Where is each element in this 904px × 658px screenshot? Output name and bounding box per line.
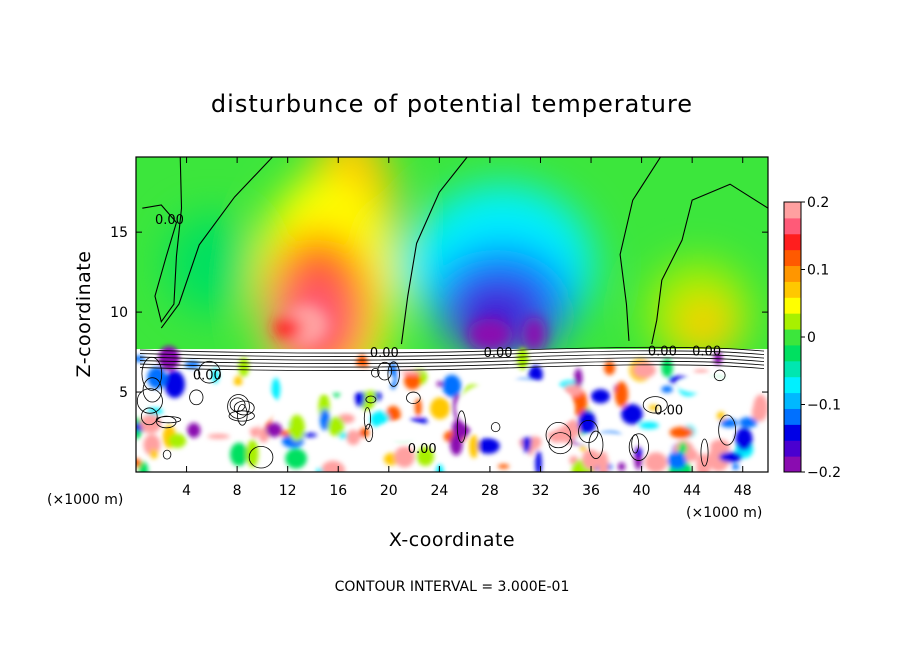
colorbar-swatch <box>784 202 801 219</box>
heatmap-field: 0.00 0.00 0.00 0.00 0.00 0.00 0.00 0.00 <box>136 157 768 472</box>
colorbar-swatch <box>784 233 801 251</box>
colorbar-tick-label: 0 <box>807 330 816 346</box>
contour-label: 0.00 <box>370 346 399 361</box>
colorbar-swatch <box>784 297 801 314</box>
colorbar-swatch <box>784 392 801 409</box>
colorbar-swatch <box>784 313 801 330</box>
x-tick-label: 16 <box>329 483 347 499</box>
y-tick-label: 5 <box>119 385 128 401</box>
x-axis: 4 8 12 16 20 24 28 32 36 40 44 48 <box>182 157 752 499</box>
x-tick-label: 12 <box>279 483 297 499</box>
x-tick-label: 8 <box>233 483 242 499</box>
colorbar-swatch <box>784 408 801 425</box>
contour-label: 0.00 <box>654 403 683 418</box>
x-tick-label: 28 <box>481 483 499 499</box>
contour-label: 0.00 <box>155 213 184 228</box>
plot-frame <box>135 156 769 473</box>
colorbar-swatch <box>784 360 801 378</box>
y-tick-label: 15 <box>110 225 128 241</box>
y-axis-unit: (×1000 m) <box>47 492 123 508</box>
x-tick-label: 24 <box>430 483 448 499</box>
y-axis: 5 10 15 <box>110 225 768 401</box>
colorbar-swatch <box>784 217 801 235</box>
contour-label: 0.00 <box>408 442 437 457</box>
colorbar-swatch <box>784 344 801 362</box>
colorbar-swatch <box>784 456 801 473</box>
colorbar-swatch <box>784 249 801 267</box>
colorbar: 0.2 0.1 0 −0.1 −0.2 <box>783 195 841 481</box>
colorbar-tick-label: −0.1 <box>807 398 841 414</box>
x-tick-label: 20 <box>380 483 398 499</box>
x-axis-unit: (×1000 m) <box>686 505 762 521</box>
colorbar-swatch <box>784 281 801 298</box>
contour-label: 0.00 <box>648 344 677 359</box>
contour-label: 0.00 <box>484 346 513 361</box>
x-tick-label: 32 <box>532 483 550 499</box>
contour-label: 0.00 <box>193 368 222 383</box>
x-tick-label: 48 <box>734 483 752 499</box>
x-axis-label: X-coordinate <box>389 529 515 551</box>
colorbar-swatch <box>784 376 801 394</box>
colorbar-tick-label: 0.1 <box>807 263 829 279</box>
chart-title: disturbunce of potential temperature <box>211 90 693 118</box>
x-tick-label: 40 <box>633 483 651 499</box>
y-tick-label: 10 <box>110 305 128 321</box>
colorbar-tick-label: 0.2 <box>807 195 829 211</box>
colorbar-swatch <box>784 424 801 441</box>
contour-label: 0.00 <box>692 344 721 359</box>
colorbar-swatch <box>784 329 801 346</box>
colorbar-tick-label: −0.2 <box>807 465 841 481</box>
y-axis-label: Z-coordinate <box>73 251 95 378</box>
x-tick-label: 36 <box>582 483 600 499</box>
colorbar-swatch <box>784 440 801 457</box>
colorbar-swatch <box>784 265 801 282</box>
x-tick-label: 44 <box>683 483 701 499</box>
x-tick-label: 4 <box>182 483 191 499</box>
contour-interval-note: CONTOUR INTERVAL = 3.000E-01 <box>335 579 570 595</box>
